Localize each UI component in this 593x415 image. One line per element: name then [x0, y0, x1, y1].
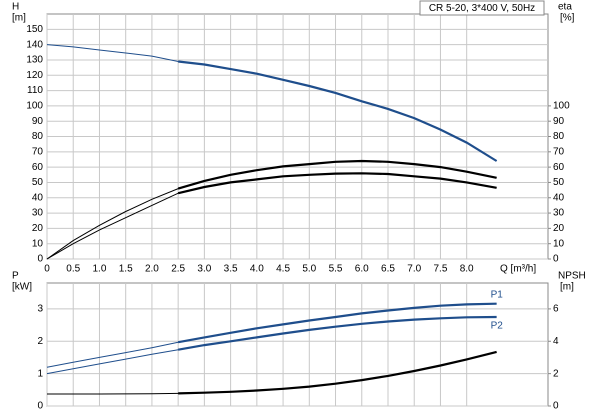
- x-tick-label: 3.5: [224, 264, 238, 275]
- y2-tick-label: 2: [553, 368, 559, 379]
- x-tick-label: 5.0: [302, 264, 316, 275]
- curve-duty: [177, 172, 497, 195]
- x-tick-label: 1.0: [93, 264, 107, 275]
- x-tick-label: 6.0: [355, 264, 369, 275]
- y-tick-label: 50: [32, 177, 44, 188]
- y-tick-label: 140: [26, 39, 43, 50]
- title-box: [419, 0, 545, 16]
- y-tick-label: 70: [32, 146, 44, 157]
- x-tick-label: 1.5: [119, 264, 133, 275]
- x-tick-label: 7.5: [434, 264, 448, 275]
- y-tick-label: 80: [32, 131, 44, 142]
- y2-tick-label: 30: [553, 208, 565, 219]
- y-tick-label: 110: [27, 85, 43, 96]
- x-tick-label: 6.5: [381, 264, 395, 275]
- x-tick-label: 4.0: [250, 264, 264, 275]
- x-tick-label: 2.0: [145, 264, 159, 275]
- y2-tick-label: 100: [553, 101, 570, 112]
- curve-label: P2: [491, 321, 504, 332]
- y-axis-unit: [m]: [12, 13, 26, 24]
- x-axis-label: Q [m³/h]: [500, 264, 536, 275]
- y-axis-unit: [kW]: [12, 282, 32, 293]
- y2-axis-label: NPSH: [558, 271, 586, 282]
- y-tick-label: 20: [32, 223, 44, 234]
- y-tick-label: 120: [26, 70, 43, 81]
- y-tick-label: 2: [37, 336, 43, 347]
- y-tick-label: 30: [32, 208, 44, 219]
- y2-axis-unit: [m]: [560, 282, 574, 293]
- x-tick-label: 0.5: [66, 264, 80, 275]
- y2-tick-label: 4: [553, 336, 559, 347]
- y-tick-label: 3: [37, 304, 43, 315]
- y2-tick-label: 10: [553, 238, 565, 249]
- y2-tick-label: 40: [553, 192, 565, 203]
- y-tick-label: 150: [26, 24, 43, 35]
- y2-axis-label: eta: [558, 2, 572, 13]
- y2-tick-label: 50: [553, 177, 565, 188]
- x-tick-label: 2.5: [171, 264, 185, 275]
- x-tick-label: 5.5: [329, 264, 343, 275]
- y2-tick-label: 20: [553, 223, 565, 234]
- chart-title: CR 5-20, 3*400 V, 50Hz: [429, 3, 535, 14]
- y2-tick-label: 0: [553, 254, 559, 265]
- y2-tick-label: 6: [553, 304, 559, 315]
- curve-label: P1: [491, 289, 504, 300]
- y-axis-label: P: [12, 271, 19, 282]
- x-tick-label: 4.5: [276, 264, 290, 275]
- y-tick-label: 10: [32, 238, 44, 249]
- y-tick-label: 90: [32, 116, 44, 127]
- y2-tick-label: 80: [553, 131, 565, 142]
- y-tick-label: 60: [32, 162, 44, 173]
- y-tick-label: 100: [26, 101, 43, 112]
- y-tick-label: 40: [32, 192, 44, 203]
- y2-tick-label: 70: [553, 146, 565, 157]
- y2-tick-label: 60: [553, 162, 565, 173]
- curve-duty: [177, 159, 497, 190]
- y-tick-label: 1: [37, 368, 43, 379]
- y-tick-label: 0: [37, 254, 43, 265]
- y2-tick-label: 90: [553, 116, 565, 127]
- curve-duty: [178, 350, 497, 395]
- x-tick-label: 3.0: [197, 264, 211, 275]
- x-tick-label: 8.0: [460, 264, 474, 275]
- y2-axis-unit: [%]: [560, 13, 575, 24]
- x-tick-label: 7.0: [407, 264, 421, 275]
- curve-duty: [178, 60, 498, 162]
- y-tick-label: 0: [37, 401, 43, 412]
- x-tick-label: 0: [44, 264, 50, 275]
- y-tick-label: 130: [26, 55, 43, 66]
- y2-tick-label: 0: [553, 401, 559, 412]
- curve-duty: [178, 302, 497, 344]
- y-axis-label: H: [12, 2, 19, 13]
- curve-duty: [178, 315, 497, 351]
